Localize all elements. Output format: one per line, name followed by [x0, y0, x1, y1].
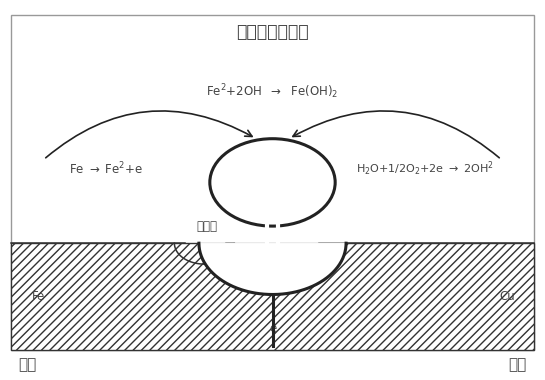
Bar [11, 243, 534, 350]
Polygon shape [199, 243, 346, 294]
Text: 腐蝕區: 腐蝕區 [197, 220, 217, 233]
Text: Fe: Fe [32, 290, 45, 303]
Text: 含氧的腐蝕介質: 含氧的腐蝕介質 [236, 23, 309, 41]
Text: 陰極: 陰極 [508, 357, 527, 372]
Text: Fe $\rightarrow$ Fe$^2$+e: Fe $\rightarrow$ Fe$^2$+e [69, 161, 143, 177]
Text: Fe$^2$+2OH  $\rightarrow$  Fe(OH)$_2$: Fe$^2$+2OH $\rightarrow$ Fe(OH)$_2$ [207, 82, 338, 101]
FancyBboxPatch shape [11, 15, 534, 350]
Text: Cu: Cu [499, 290, 514, 303]
Text: H$_2$O+1/2O$_2$+2e $\rightarrow$ 2OH$^2$: H$_2$O+1/2O$_2$+2e $\rightarrow$ 2OH$^2$ [356, 160, 494, 178]
Text: 陽極: 陽極 [18, 357, 37, 372]
Text: e: e [269, 322, 276, 335]
Circle shape [210, 139, 335, 226]
